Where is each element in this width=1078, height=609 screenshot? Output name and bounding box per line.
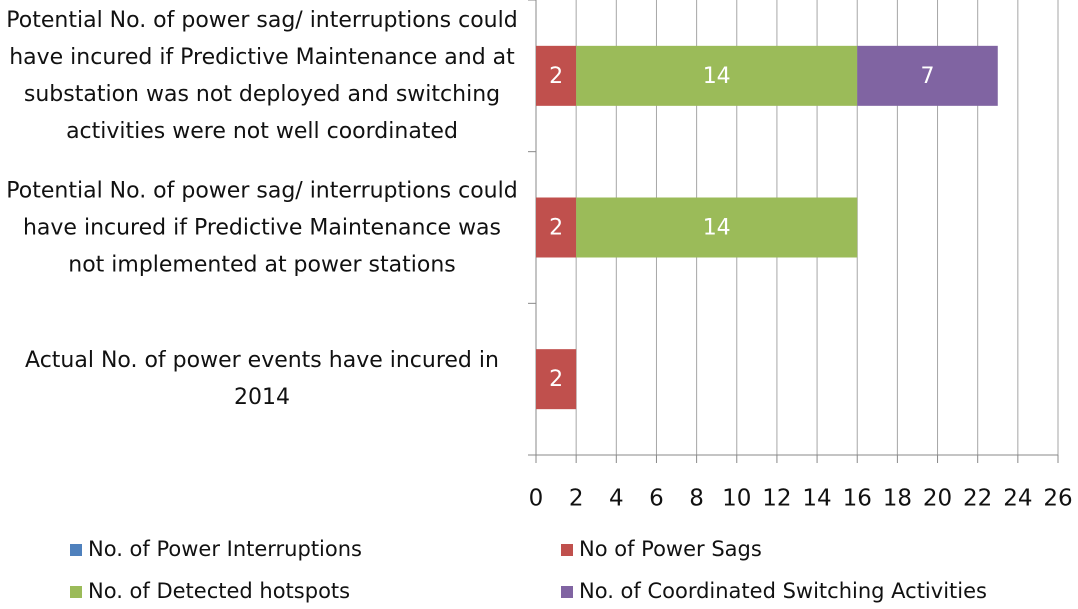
x-tick-label: 16 <box>843 486 872 512</box>
x-tick-label: 8 <box>689 486 704 512</box>
x-tick-label: 26 <box>1043 486 1072 512</box>
bar-segment <box>576 197 858 258</box>
legend-label: No. of Coordinated Switching Activities <box>579 579 987 603</box>
y-tick-label: Potential No. of power sag/ interruption… <box>6 7 518 144</box>
bar-segment <box>536 197 577 258</box>
bar-segment <box>536 45 577 106</box>
legend-swatch <box>561 586 573 598</box>
x-tick-label: 6 <box>649 486 664 512</box>
bar-segment <box>857 45 998 106</box>
x-tick-label: 2 <box>569 486 584 512</box>
data-label: 2 <box>549 367 563 392</box>
bar-segment <box>536 349 577 410</box>
y-tick-label: Potential No. of power sag/ interruption… <box>6 178 518 277</box>
data-label: 2 <box>549 64 563 89</box>
x-tick-label: 24 <box>1003 486 1032 512</box>
legend-label: No. of Power Interruptions <box>88 537 362 561</box>
data-label: 14 <box>703 216 731 241</box>
bars: 02147021402 <box>536 45 998 410</box>
x-tick-label: 10 <box>722 486 751 512</box>
data-label: 14 <box>703 64 731 89</box>
x-tick-label: 22 <box>963 486 992 512</box>
x-tick-label: 14 <box>802 486 831 512</box>
legend-swatch <box>561 544 573 556</box>
data-label: 2 <box>549 216 563 241</box>
bar-segment <box>576 45 858 106</box>
legend-swatch <box>70 544 82 556</box>
y-tick-label: Actual No. of power events have incured … <box>25 348 499 411</box>
x-tick-label: 0 <box>529 486 544 512</box>
data-label: 7 <box>921 64 935 89</box>
x-tick-label: 18 <box>883 486 912 512</box>
x-tick-label: 20 <box>923 486 952 512</box>
x-tick-label: 12 <box>762 486 791 512</box>
x-tick-label: 4 <box>609 486 624 512</box>
legend-label: No. of Detected hotspots <box>88 579 350 603</box>
legend-label: No of Power Sags <box>579 537 762 561</box>
legend-swatch <box>70 586 82 598</box>
